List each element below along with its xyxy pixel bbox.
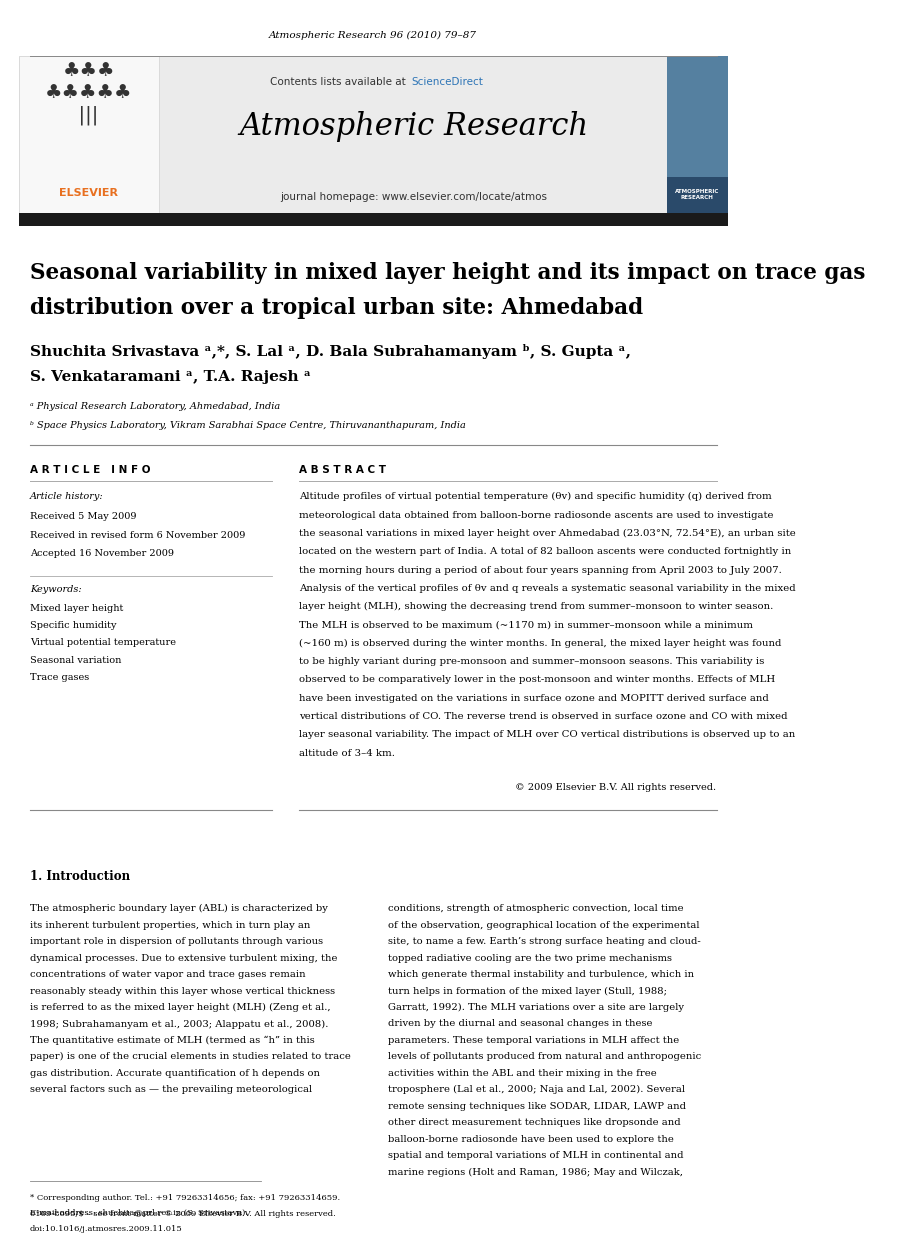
Text: parameters. These temporal variations in MLH affect the: parameters. These temporal variations in… (388, 1035, 679, 1045)
Text: ᵃ Physical Research Laboratory, Ahmedabad, India: ᵃ Physical Research Laboratory, Ahmedaba… (30, 402, 280, 411)
Text: which generate thermal instability and turbulence, which in: which generate thermal instability and t… (388, 970, 694, 978)
Text: of the observation, geographical location of the experimental: of the observation, geographical locatio… (388, 920, 699, 930)
Text: located on the western part of India. A total of 82 balloon ascents were conduct: located on the western part of India. A … (298, 547, 791, 557)
Bar (161, 56, 667, 214)
Text: A B S T R A C T: A B S T R A C T (298, 465, 385, 475)
Text: Atmospheric Research: Atmospheric Research (239, 111, 588, 142)
Text: dynamical processes. Due to extensive turbulent mixing, the: dynamical processes. Due to extensive tu… (30, 954, 337, 962)
Text: ♣♣♣
♣♣♣♣♣
  |||: ♣♣♣ ♣♣♣♣♣ ||| (45, 61, 132, 125)
Text: journal homepage: www.elsevier.com/locate/atmos: journal homepage: www.elsevier.com/locat… (280, 192, 547, 202)
Text: Specific humidity: Specific humidity (30, 621, 116, 630)
Text: (~160 m) is observed during the winter months. In general, the mixed layer heigh: (~160 m) is observed during the winter m… (298, 638, 781, 648)
Text: gas distribution. Accurate quantification of h depends on: gas distribution. Accurate quantificatio… (30, 1069, 320, 1077)
Text: other direct measurement techniques like dropsonde and: other direct measurement techniques like… (388, 1118, 681, 1127)
Text: is referred to as the mixed layer height (MLH) (Zeng et al.,: is referred to as the mixed layer height… (30, 1003, 330, 1012)
Text: S. Venkataramani ᵃ, T.A. Rajesh ᵃ: S. Venkataramani ᵃ, T.A. Rajesh ᵃ (30, 370, 311, 383)
Text: observed to be comparatively lower in the post-monsoon and winter months. Effect: observed to be comparatively lower in th… (298, 675, 775, 684)
Bar (19, 213, 727, 226)
Text: The MLH is observed to be maximum (~1170 m) in summer–monsoon while a minimum: The MLH is observed to be maximum (~1170… (298, 621, 753, 630)
Text: Atmospheric Research 96 (2010) 79–87: Atmospheric Research 96 (2010) 79–87 (269, 31, 477, 40)
Text: © 2009 Elsevier B.V. All rights reserved.: © 2009 Elsevier B.V. All rights reserved… (515, 783, 717, 792)
Text: Keywords:: Keywords: (30, 585, 82, 594)
Text: paper) is one of the crucial elements in studies related to trace: paper) is one of the crucial elements in… (30, 1053, 351, 1061)
Text: marine regions (Holt and Raman, 1986; May and Wilczak,: marine regions (Holt and Raman, 1986; Ma… (388, 1168, 683, 1176)
Bar (667, 177, 727, 214)
Text: concentrations of water vapor and trace gases remain: concentrations of water vapor and trace … (30, 970, 306, 978)
Text: ATMOSPHERIC
RESEARCH: ATMOSPHERIC RESEARCH (675, 189, 719, 200)
Text: layer seasonal variability. The impact of MLH over CO vertical distributions is : layer seasonal variability. The impact o… (298, 730, 795, 740)
Text: Contents lists available at: Contents lists available at (270, 77, 409, 87)
Text: the seasonal variations in mixed layer height over Ahmedabad (23.03°N, 72.54°E),: the seasonal variations in mixed layer h… (298, 529, 795, 538)
Bar (19, 56, 159, 214)
Text: 0169-8095/$ – see front matter © 2009 Elsevier B.V. All rights reserved.: 0169-8095/$ – see front matter © 2009 El… (30, 1210, 336, 1217)
Text: ScienceDirect: ScienceDirect (411, 77, 483, 87)
Text: The atmospheric boundary layer (ABL) is characterized by: The atmospheric boundary layer (ABL) is … (30, 904, 327, 913)
Text: balloon-borne radiosonde have been used to explore the: balloon-borne radiosonde have been used … (388, 1134, 674, 1143)
Text: meteorological data obtained from balloon-borne radiosonde ascents are used to i: meteorological data obtained from balloo… (298, 511, 773, 520)
Text: layer height (MLH), showing the decreasing trend from summer–monsoon to winter s: layer height (MLH), showing the decreasi… (298, 602, 773, 611)
Text: driven by the diurnal and seasonal changes in these: driven by the diurnal and seasonal chang… (388, 1019, 653, 1028)
Text: vertical distributions of CO. The reverse trend is observed in surface ozone and: vertical distributions of CO. The revers… (298, 713, 787, 721)
Text: Accepted 16 November 2009: Accepted 16 November 2009 (30, 549, 174, 558)
Text: reasonably steady within this layer whose vertical thickness: reasonably steady within this layer whos… (30, 987, 335, 996)
Text: distribution over a tropical urban site: Ahmedabad: distribution over a tropical urban site:… (30, 297, 643, 319)
Text: Altitude profiles of virtual potential temperature (θv) and specific humidity (q: Altitude profiles of virtual potential t… (298, 492, 771, 501)
Text: ᵇ Space Physics Laboratory, Vikram Sarabhai Space Centre, Thiruvananthapuram, In: ᵇ Space Physics Laboratory, Vikram Sarab… (30, 421, 465, 429)
Text: troposphere (Lal et al., 2000; Naja and Lal, 2002). Several: troposphere (Lal et al., 2000; Naja and … (388, 1085, 685, 1095)
Text: 1. Introduction: 1. Introduction (30, 870, 130, 883)
Text: turn helps in formation of the mixed layer (Stull, 1988;: turn helps in formation of the mixed lay… (388, 987, 668, 996)
Text: important role in dispersion of pollutants through various: important role in dispersion of pollutan… (30, 938, 323, 946)
Text: E-mail address: shuchita@prl.res.in (S. Srivastava).: E-mail address: shuchita@prl.res.in (S. … (30, 1209, 248, 1216)
Text: several factors such as — the prevailing meteorological: several factors such as — the prevailing… (30, 1085, 312, 1095)
Text: remote sensing techniques like SODAR, LIDAR, LAWP and: remote sensing techniques like SODAR, LI… (388, 1102, 686, 1111)
Text: Garratt, 1992). The MLH variations over a site are largely: Garratt, 1992). The MLH variations over … (388, 1003, 684, 1012)
Text: Mixed layer height: Mixed layer height (30, 604, 123, 612)
Text: A R T I C L E   I N F O: A R T I C L E I N F O (30, 465, 151, 475)
Text: have been investigated on the variations in surface ozone and MOPITT derived sur: have been investigated on the variations… (298, 694, 768, 703)
Text: Seasonal variability in mixed layer height and its impact on trace gas: Seasonal variability in mixed layer heig… (30, 262, 865, 285)
Text: Seasonal variation: Seasonal variation (30, 656, 122, 664)
Text: spatial and temporal variations of MLH in continental and: spatial and temporal variations of MLH i… (388, 1152, 684, 1160)
Text: Virtual potential temperature: Virtual potential temperature (30, 638, 176, 647)
Text: levels of pollutants produced from natural and anthropogenic: levels of pollutants produced from natur… (388, 1053, 701, 1061)
Text: Trace gases: Trace gases (30, 673, 89, 682)
Text: activities within the ABL and their mixing in the free: activities within the ABL and their mixi… (388, 1069, 657, 1077)
Text: 1998; Subrahamanyam et al., 2003; Alappatu et al., 2008).: 1998; Subrahamanyam et al., 2003; Alappa… (30, 1019, 328, 1028)
Text: altitude of 3–4 km.: altitude of 3–4 km. (298, 748, 395, 757)
Text: the morning hours during a period of about four years spanning from April 2003 t: the morning hours during a period of abo… (298, 565, 782, 574)
Text: Received in revised form 6 November 2009: Received in revised form 6 November 2009 (30, 531, 245, 539)
Bar (667, 56, 727, 214)
Text: Article history:: Article history: (30, 492, 103, 501)
Text: Received 5 May 2009: Received 5 May 2009 (30, 512, 136, 521)
Text: topped radiative cooling are the two prime mechanisms: topped radiative cooling are the two pri… (388, 954, 672, 962)
Text: The quantitative estimate of MLH (termed as “h” in this: The quantitative estimate of MLH (termed… (30, 1035, 315, 1045)
Text: Analysis of the vertical profiles of θv and q reveals a systematic seasonal vari: Analysis of the vertical profiles of θv … (298, 584, 795, 593)
Text: * Corresponding author. Tel.: +91 79263314656; fax: +91 79263314659.: * Corresponding author. Tel.: +91 792633… (30, 1194, 340, 1201)
Text: conditions, strength of atmospheric convection, local time: conditions, strength of atmospheric conv… (388, 904, 684, 913)
Text: to be highly variant during pre-monsoon and summer–monsoon seasons. This variabi: to be highly variant during pre-monsoon … (298, 657, 764, 666)
Text: Shuchita Srivastava ᵃ,*, S. Lal ᵃ, D. Bala Subrahamanyam ᵇ, S. Gupta ᵃ,: Shuchita Srivastava ᵃ,*, S. Lal ᵃ, D. Ba… (30, 344, 631, 359)
Text: ELSEVIER: ELSEVIER (59, 188, 118, 198)
Text: its inherent turbulent properties, which in turn play an: its inherent turbulent properties, which… (30, 920, 310, 930)
Text: site, to name a few. Earth’s strong surface heating and cloud-: site, to name a few. Earth’s strong surf… (388, 938, 701, 946)
Text: doi:10.1016/j.atmosres.2009.11.015: doi:10.1016/j.atmosres.2009.11.015 (30, 1225, 182, 1232)
